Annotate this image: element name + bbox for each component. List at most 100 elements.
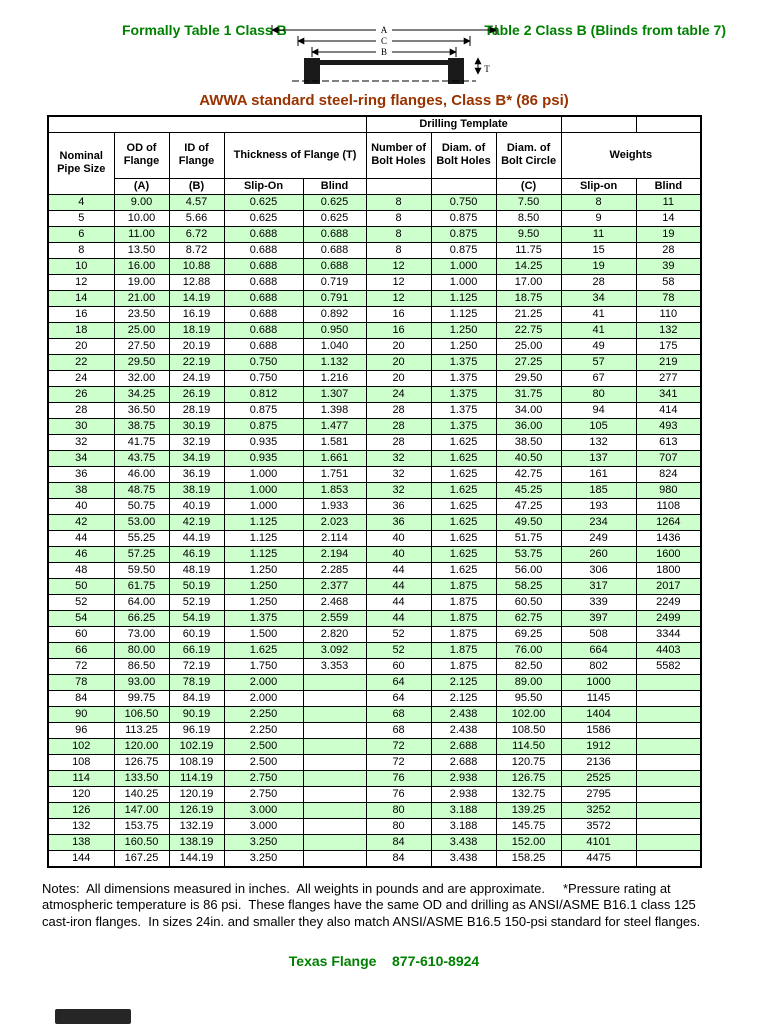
table-cell: 0.875 <box>430 209 497 227</box>
table-row: 32 41.75 32.19 0.935 1.581 28 1.625 38.50 132 613 <box>47 433 702 451</box>
table-cell: 132.75 <box>495 785 562 803</box>
table-cell: 12.88 <box>168 273 225 291</box>
horizontal-scrollbar-thumb[interactable] <box>55 1009 131 1024</box>
table-cell: 73.00 <box>113 625 170 643</box>
table-cell: 145.75 <box>495 817 562 835</box>
table-cell: 2.000 <box>223 689 304 707</box>
table-row: 30 38.75 30.19 0.875 1.477 28 1.375 36.00 105 493 <box>47 417 702 435</box>
table-cell: 11.75 <box>495 241 562 259</box>
table-cell: 46.19 <box>168 545 225 563</box>
table-cell: 16.00 <box>113 257 170 275</box>
table-cell <box>635 801 702 819</box>
table-cell: 38.19 <box>168 481 225 499</box>
table-cell: 80.00 <box>113 641 170 659</box>
table-cell: 277 <box>635 369 702 387</box>
table-cell: 0.750 <box>223 369 304 387</box>
table-cell: 0.875 <box>430 241 497 259</box>
table-cell: 508 <box>560 625 637 643</box>
table-row: 120 140.25 120.19 2.750 76 2.938 132.75 2795 <box>47 785 702 803</box>
table-sub-header-row: (A) (B) Slip-On Blind (C) Slip-on Blind <box>48 177 702 195</box>
table-row: 96 113.25 96.19 2.250 68 2.438 108.50 1586 <box>47 721 702 739</box>
table-cell: 54.19 <box>168 609 225 627</box>
empty-group-cell <box>635 115 702 133</box>
table-cell: 64 <box>365 689 432 707</box>
table-cell: 84 <box>365 849 432 867</box>
table-cell: 12 <box>365 257 432 275</box>
table-cell: 1.625 <box>430 481 497 499</box>
table-cell: 53.00 <box>113 513 170 531</box>
table-cell: 48.19 <box>168 561 225 579</box>
table-cell: 0.935 <box>223 433 304 451</box>
table-cell: 1.875 <box>430 609 497 627</box>
table-cell: 9.50 <box>495 225 562 243</box>
table-cell: 138 <box>47 833 115 851</box>
table-cell: 80 <box>365 801 432 819</box>
table-cell: 78 <box>635 289 702 307</box>
table-cell: 2136 <box>560 753 637 771</box>
table-cell: 28 <box>560 273 637 291</box>
table-cell: 41 <box>560 305 637 323</box>
table-cell: 8.72 <box>168 241 225 259</box>
table-cell: 1.875 <box>430 593 497 611</box>
table-cell: 120.00 <box>113 737 170 755</box>
table-cell: 126.75 <box>113 753 170 771</box>
table-cell: 42.75 <box>495 465 562 483</box>
table-cell: 23.50 <box>113 305 170 323</box>
table-cell: 5 <box>47 209 115 227</box>
table-cell: 58 <box>635 273 702 291</box>
table-cell: 29.50 <box>495 369 562 387</box>
table-cell <box>302 753 367 771</box>
table-row: 144 167.25 144.19 3.250 84 3.438 158.25 4475 <box>47 849 702 867</box>
table-cell: 144.19 <box>168 849 225 867</box>
table-cell: 0.688 <box>223 305 304 323</box>
table-cell: 2.938 <box>430 785 497 803</box>
table-cell: 120.19 <box>168 785 225 803</box>
table-cell: 10 <box>47 257 115 275</box>
table-cell: 25.00 <box>113 321 170 339</box>
table-cell: 36 <box>365 497 432 515</box>
table-cell: 1.375 <box>430 401 497 419</box>
table-cell: 52 <box>365 625 432 643</box>
table-cell: 7.50 <box>495 193 562 211</box>
col-header-number-bolt-holes: Number of Bolt Holes <box>365 131 432 179</box>
table-cell: 1.375 <box>430 417 497 435</box>
table-cell: 2.023 <box>302 513 367 531</box>
table-cell: 1.000 <box>430 257 497 275</box>
table-cell: 193 <box>560 497 637 515</box>
table-cell: 14 <box>635 209 702 227</box>
table-cell: 18 <box>47 321 115 339</box>
col-header-weights: Weights <box>560 131 702 179</box>
table-cell: 32 <box>47 433 115 451</box>
table-cell <box>302 833 367 851</box>
table-cell: 2.750 <box>223 769 304 787</box>
table-row: 38 48.75 38.19 1.000 1.853 32 1.625 45.25 185 980 <box>47 481 702 499</box>
table-cell: 34 <box>47 449 115 467</box>
table-row: 52 64.00 52.19 1.250 2.468 44 1.875 60.50 339 224… <box>47 593 702 611</box>
table-cell: 260 <box>560 545 637 563</box>
table-cell: 0.625 <box>223 193 304 211</box>
col-header-diam-bolt-circle: Diam. of Bolt Circle <box>495 131 562 179</box>
table-cell: 1.000 <box>223 481 304 499</box>
table-row: 84 99.75 84.19 2.000 64 2.125 95.50 1145 <box>47 689 702 707</box>
table-cell: 1.125 <box>223 529 304 547</box>
table-cell: 40 <box>365 545 432 563</box>
table-cell: 93.00 <box>113 673 170 691</box>
table-cell <box>302 705 367 723</box>
table-cell: 110 <box>635 305 702 323</box>
table-cell: 133.50 <box>113 769 170 787</box>
top-headings: Formally Table 1 Class B Table 2 Class B… <box>0 0 768 38</box>
table-cell: 0.688 <box>223 273 304 291</box>
table-cell <box>635 689 702 707</box>
table-cell: 9 <box>560 209 637 227</box>
table-cell <box>635 817 702 835</box>
table-cell: 84 <box>47 689 115 707</box>
table-cell: 0.950 <box>302 321 367 339</box>
table-cell: 96.19 <box>168 721 225 739</box>
table-cell: 707 <box>635 449 702 467</box>
table-cell: 4475 <box>560 849 637 867</box>
table-cell: 108.50 <box>495 721 562 739</box>
table-cell: 52.19 <box>168 593 225 611</box>
sub-header-c: (C) <box>495 177 562 195</box>
table-cell: 1.250 <box>430 337 497 355</box>
table-cell: 76 <box>365 769 432 787</box>
